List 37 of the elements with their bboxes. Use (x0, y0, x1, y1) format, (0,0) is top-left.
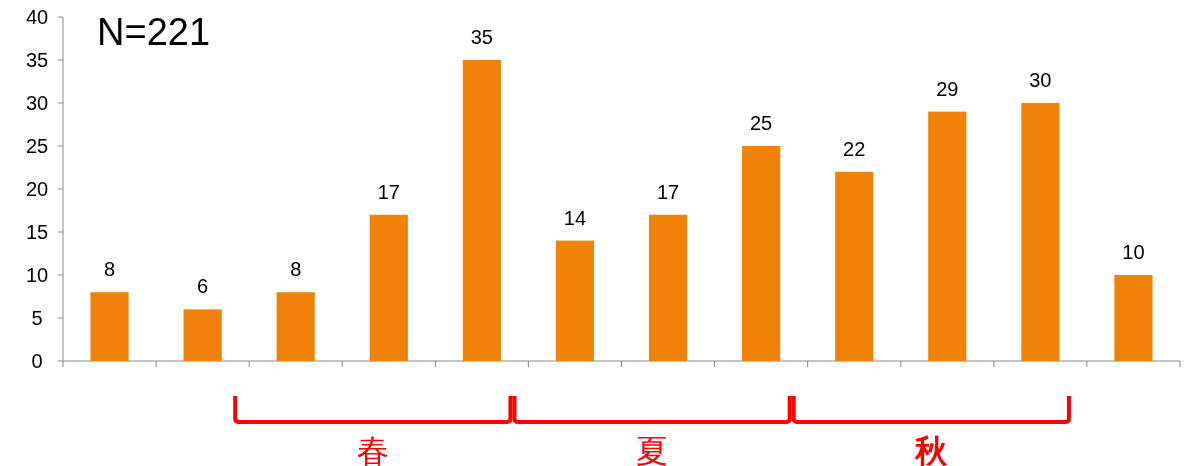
data-label: 8 (103, 258, 116, 281)
y-tick-label: 5 (31, 307, 43, 329)
bar (369, 214, 408, 361)
text: 夏 (636, 433, 669, 466)
bar (555, 240, 595, 361)
bar (742, 146, 781, 361)
bar (1021, 103, 1060, 361)
data-label: 6 (197, 275, 209, 298)
data-label: 10 (1122, 241, 1145, 263)
y-tick-label: 20 (25, 178, 49, 200)
chart-title: N=221 (97, 11, 211, 53)
y-tick-label: 35 (25, 49, 49, 71)
data-label: 29 (936, 77, 959, 100)
bar (183, 309, 222, 361)
data-label: 35 (470, 26, 493, 48)
y-tick-label: 10 (25, 264, 49, 286)
bar (835, 171, 874, 361)
y-tick-label: 40 (25, 6, 49, 28)
data-label: 22 (843, 137, 866, 160)
data-label: 17 (377, 180, 400, 203)
data-label: 17 (656, 180, 680, 203)
text: 春 (356, 433, 389, 466)
data-label: 8 (290, 258, 302, 281)
bar (928, 111, 967, 361)
data-label: 14 (563, 206, 587, 229)
y-tick-label: 25 (25, 135, 49, 157)
data-label: 25 (750, 112, 773, 134)
bar (1114, 275, 1153, 361)
bar (90, 292, 129, 361)
bar (462, 60, 501, 361)
data-label: 30 (1029, 69, 1052, 91)
text: 秋 (914, 433, 949, 466)
y-tick-label: 15 (25, 221, 49, 243)
bar (276, 292, 315, 361)
y-tick-label: 30 (25, 92, 49, 114)
bar (648, 214, 688, 361)
y-tick-label: 0 (31, 350, 43, 372)
